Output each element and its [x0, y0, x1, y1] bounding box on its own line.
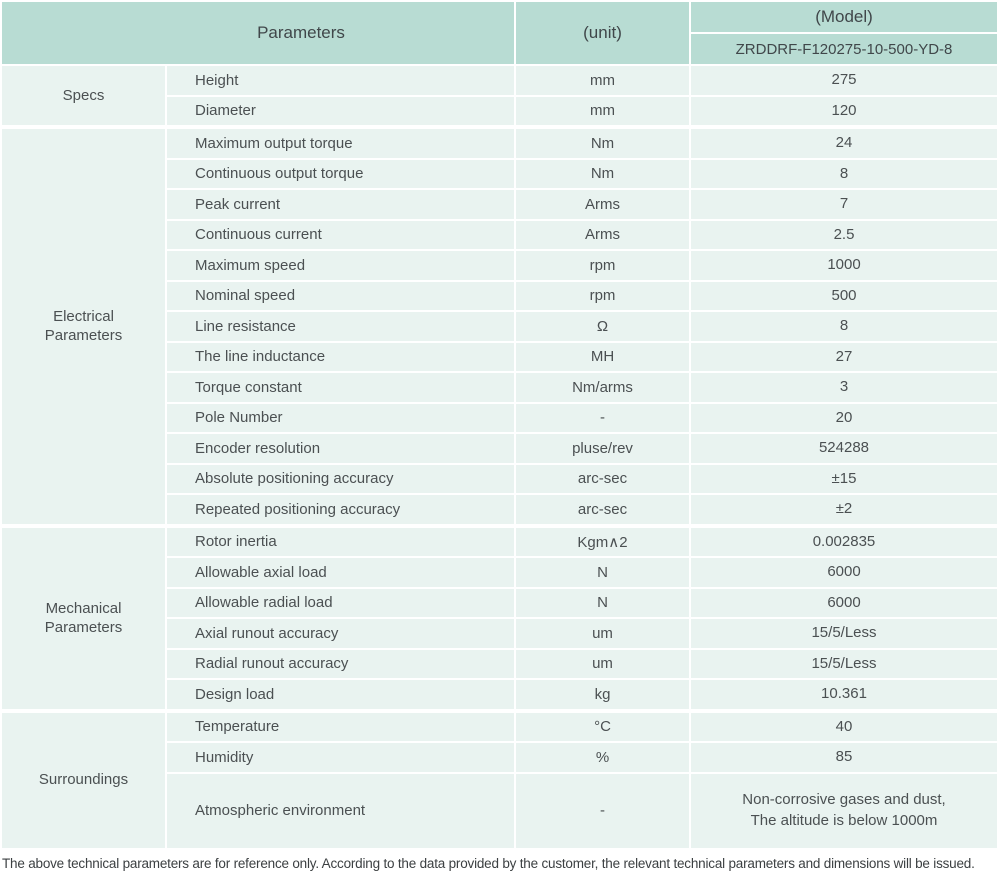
unit-cell: arc-sec — [516, 495, 689, 524]
param-name-cell: Maximum output torque — [167, 129, 514, 158]
unit-cell: Nm — [516, 159, 689, 188]
value-cell: ±2 — [691, 495, 997, 524]
param-name-cell: Repeated positioning accuracy — [167, 495, 514, 524]
unit-cell: % — [516, 743, 689, 772]
value-cell: 27 — [691, 342, 997, 371]
footer-note: The above technical parameters are for r… — [2, 855, 975, 871]
table-section: Electrical Parameters Maximum output torq… — [2, 129, 999, 524]
param-name-cell: Allowable axial load — [167, 558, 514, 587]
value-cell: 500 — [691, 281, 997, 310]
param-name-cell: Design load — [167, 680, 514, 709]
param-name-cell: Atmospheric environment — [167, 773, 514, 848]
unit-cell: mm — [516, 66, 689, 95]
value-cell: 6000 — [691, 588, 997, 617]
unit-cell: °C — [516, 712, 689, 741]
section-label-cell: Surroundings — [2, 712, 165, 848]
unit-cell: Arms — [516, 220, 689, 249]
value-cell: Non-corrosive gases and dust, The altitu… — [691, 773, 997, 848]
param-name-cell: Continuous output torque — [167, 159, 514, 188]
unit-cell: arc-sec — [516, 464, 689, 493]
section-label: Mechanical Parameters — [44, 599, 123, 637]
param-name-cell: Pole Number — [167, 403, 514, 432]
unit-cell: kg — [516, 680, 689, 709]
value-cell: 1000 — [691, 251, 997, 280]
param-name-cell: Torque constant — [167, 373, 514, 402]
unit-cell: rpm — [516, 281, 689, 310]
value-cell: 8 — [691, 312, 997, 341]
param-name-cell: Rotor inertia — [167, 527, 514, 556]
value-cell: 524288 — [691, 434, 997, 463]
section-label: Electrical Parameters — [44, 307, 123, 345]
section-label-cell: Electrical Parameters — [2, 129, 165, 524]
param-name-cell: Maximum speed — [167, 251, 514, 280]
param-name-cell: Diameter — [167, 96, 514, 125]
unit-cell: N — [516, 558, 689, 587]
value-cell: 10.361 — [691, 680, 997, 709]
section-label-cell: Mechanical Parameters — [2, 527, 165, 709]
value-cell: 8 — [691, 159, 997, 188]
value-cell: 0.002835 — [691, 527, 997, 556]
unit-cell: Arms — [516, 190, 689, 219]
header-model-value-cell: ZRDDRF-F120275-10-500-YD-8 — [691, 34, 997, 64]
value-cell: 40 — [691, 712, 997, 741]
value-cell: 7 — [691, 190, 997, 219]
unit-cell: N — [516, 588, 689, 617]
unit-cell: Kgm∧2 — [516, 527, 689, 556]
header-parameters-cell: Parameters — [2, 2, 514, 64]
param-name-cell: Line resistance — [167, 312, 514, 341]
table-section: Specs Height mm 275 Diameter mm 120 — [2, 66, 999, 125]
header-unit-cell: (unit) — [516, 2, 689, 64]
value-cell: 3 — [691, 373, 997, 402]
table-section: Surroundings Temperature °C 40 Humidity% 85 At… — [2, 712, 999, 848]
unit-cell: pluse/rev — [516, 434, 689, 463]
unit-cell: Nm — [516, 129, 689, 158]
value-cell: 120 — [691, 96, 997, 125]
section-label-cell: Specs — [2, 66, 165, 125]
value-cell: 15/5/Less — [691, 619, 997, 648]
param-name-cell: Allowable radial load — [167, 588, 514, 617]
table-section: Mechanical Parameters Rotor inertia Kgm∧2 0… — [2, 527, 999, 709]
unit-cell: - — [516, 403, 689, 432]
section-label: Surroundings — [38, 771, 129, 789]
value-cell: 15/5/Less — [691, 649, 997, 678]
unit-cell: rpm — [516, 251, 689, 280]
param-name-cell: Height — [167, 66, 514, 95]
value-cell: 85 — [691, 743, 997, 772]
param-name-cell: Radial runout accuracy — [167, 649, 514, 678]
param-name-cell: Nominal speed — [167, 281, 514, 310]
unit-cell: Nm/arms — [516, 373, 689, 402]
param-name-cell: Axial runout accuracy — [167, 619, 514, 648]
param-name-cell: Peak current — [167, 190, 514, 219]
value-cell: 2.5 — [691, 220, 997, 249]
param-name-cell: Absolute positioning accuracy — [167, 464, 514, 493]
param-name-cell: Continuous current — [167, 220, 514, 249]
unit-cell: mm — [516, 96, 689, 125]
param-name-cell: Temperature — [167, 712, 514, 741]
table-body: Specs Height mm 275 Diameter mm 120 Electrical … — [2, 66, 999, 848]
unit-cell: - — [516, 773, 689, 848]
value-cell: ±15 — [691, 464, 997, 493]
param-name-cell: Humidity — [167, 743, 514, 772]
unit-cell: Ω — [516, 312, 689, 341]
unit-cell: MH — [516, 342, 689, 371]
param-name-cell: The line inductance — [167, 342, 514, 371]
value-cell: 24 — [691, 129, 997, 158]
unit-cell: um — [516, 649, 689, 678]
value-cell: 20 — [691, 403, 997, 432]
value-cell: 275 — [691, 66, 997, 95]
value-cell: 6000 — [691, 558, 997, 587]
header-model-cell: (Model) — [691, 2, 997, 32]
table-header: Parameters (unit) (Model) ZRDDRF-F120275… — [2, 2, 999, 64]
section-label: Specs — [62, 86, 105, 104]
unit-cell: um — [516, 619, 689, 648]
param-name-cell: Encoder resolution — [167, 434, 514, 463]
